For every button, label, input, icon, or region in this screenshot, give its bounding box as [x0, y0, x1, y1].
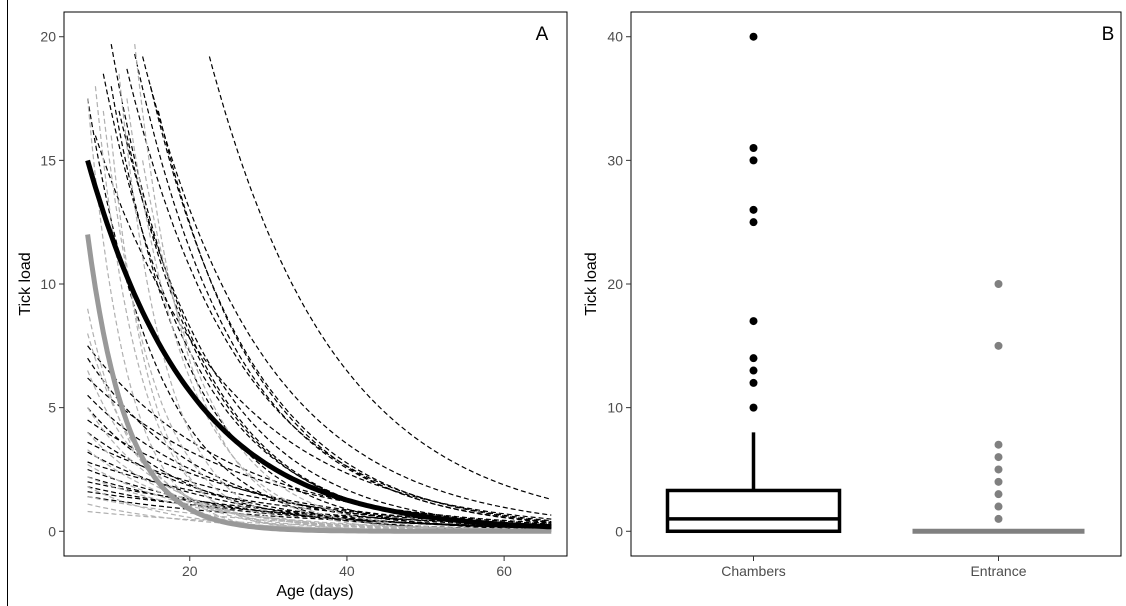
y-tick-label: 15	[40, 152, 56, 168]
individual-curve-chambers	[110, 86, 552, 531]
outlier-point	[994, 280, 1003, 288]
outlier-point	[749, 366, 758, 375]
outlier-point	[749, 32, 758, 41]
panel-a-x-axis-title: Age (days)	[276, 583, 353, 600]
outlier-point	[994, 465, 1003, 474]
panel-b-frame	[630, 11, 1122, 557]
panel-b-y-axis-title: Tick load	[583, 252, 600, 315]
x-tick-label: 20	[182, 563, 198, 579]
outlier-point	[749, 205, 758, 214]
individual-curve-entrance	[87, 510, 552, 530]
individual-curve-entrance	[110, 135, 552, 532]
individual-curve-chambers	[87, 476, 552, 528]
outlier-point	[994, 502, 1003, 511]
individual-curve-entrance	[87, 476, 552, 531]
x-tick-label-chambers: Chambers	[721, 563, 786, 579]
individual-curve-chambers	[94, 135, 552, 520]
individual-curve-chambers	[87, 441, 552, 526]
individual-curve-chambers	[134, 53, 552, 523]
outlier-point	[749, 156, 758, 165]
box-iqr	[665, 488, 842, 534]
panel-a: 20 40 60 0 5 10 15 20 A Age (days) Tick load	[17, 11, 568, 600]
x-tick-label: 40	[339, 563, 355, 579]
y-tick-label: 20	[40, 29, 56, 45]
individual-curve-entrance	[87, 98, 552, 532]
individual-curve-chambers	[208, 56, 552, 500]
outlier-point	[749, 403, 758, 412]
panel-a-curves	[85, 43, 552, 534]
individual-curve-entrance	[87, 370, 552, 532]
outlier-point	[994, 490, 1003, 499]
y-tick-label: 30	[607, 152, 623, 168]
box-chambers	[665, 32, 842, 534]
panel-b-marks	[665, 32, 1085, 534]
individual-curve-entrance	[142, 160, 552, 532]
individual-curve-chambers	[126, 68, 552, 522]
outlier-point	[749, 378, 758, 387]
individual-curve-chambers	[142, 56, 552, 516]
outlier-point	[994, 514, 1003, 523]
y-tick-label: 10	[607, 400, 623, 416]
individual-curve-chambers	[87, 345, 552, 525]
panel-b-letter: B	[1102, 24, 1115, 45]
y-tick-label: 0	[615, 523, 623, 539]
mean-curve-entrance	[85, 234, 552, 534]
individual-curve-entrance	[118, 73, 552, 532]
outlier-point	[994, 341, 1003, 350]
individual-curve-chambers	[157, 110, 552, 524]
panel-b: Chambers Entrance 0 10 20 30 40 B Tick load	[583, 11, 1122, 579]
x-tick-label-entrance: Entrance	[970, 563, 1026, 579]
box-entrance	[912, 280, 1085, 534]
outlier-point	[749, 317, 758, 326]
y-tick-label: 10	[40, 276, 56, 292]
panel-a-ticks: 20 40 60 0 5 10 15 20	[40, 29, 512, 579]
panel-a-letter: A	[536, 24, 549, 45]
individual-curve-chambers	[87, 496, 552, 528]
individual-curve-chambers	[87, 98, 552, 532]
individual-curve-chambers	[149, 86, 552, 523]
outlier-point	[749, 144, 758, 152]
individual-curve-entrance	[94, 86, 552, 532]
y-tick-label: 40	[607, 29, 623, 45]
outlier-point	[994, 477, 1003, 486]
mean-curve-chambers	[85, 159, 552, 530]
outlier-point	[749, 218, 758, 227]
y-tick-label: 0	[48, 523, 56, 539]
individual-curve-entrance	[87, 486, 552, 532]
outlier-point	[749, 354, 758, 363]
individual-curve-entrance	[126, 98, 552, 532]
outlier-point	[994, 453, 1003, 462]
y-tick-label: 5	[48, 400, 56, 416]
panel-a-y-axis-title: Tick load	[17, 252, 34, 315]
outlier-point	[994, 440, 1003, 449]
panel-b-ticks: Chambers Entrance 0 10 20 30 40	[607, 29, 1026, 579]
individual-curve-entrance	[134, 44, 552, 532]
individual-curve-chambers	[87, 377, 552, 524]
x-tick-label: 60	[496, 563, 512, 579]
y-tick-label: 20	[607, 276, 623, 292]
